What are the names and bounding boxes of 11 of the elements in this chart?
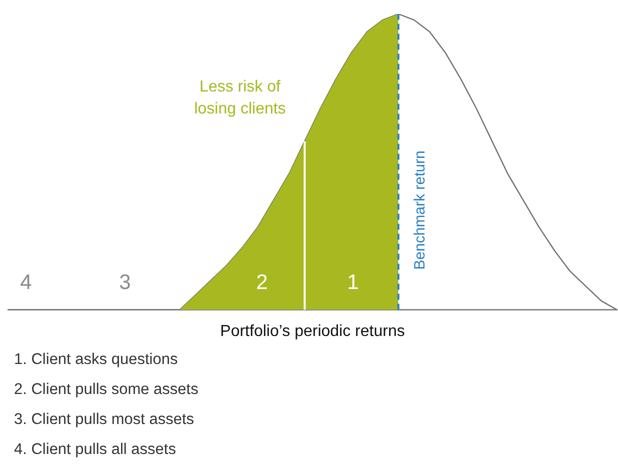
text: 3. Client pulls most assets (14, 410, 196, 430)
text: 1. Client asks questions (14, 350, 179, 370)
annotation: Less risk of losing clients (194, 78, 286, 118)
annotation: 2 (256, 270, 268, 294)
x-axis-title: Portfolio’s periodic returns (220, 322, 405, 340)
annotation: 3 (119, 270, 131, 294)
annotation: 1 (347, 270, 359, 294)
text: 2. Client pulls some assets (14, 380, 200, 400)
text: 4. Client pulls all assets (14, 440, 177, 460)
annotation: 4 (20, 270, 32, 294)
text: Benchmark return (412, 150, 429, 270)
